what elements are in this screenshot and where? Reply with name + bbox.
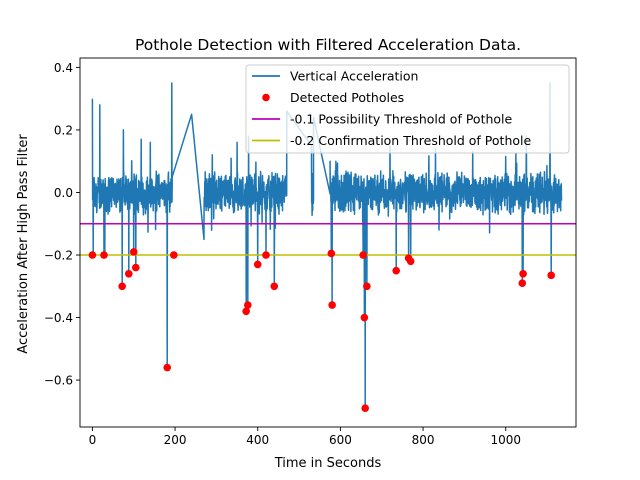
axes-frame [79,57,577,428]
pothole-marker [242,307,250,316]
pothole-marker [100,251,108,259]
pothole-marker [132,263,140,272]
y-tick-label: −0.2 [44,249,73,263]
y-tick-label: 0.2 [54,123,73,137]
pothole-marker [406,257,415,266]
chart-title: Pothole Detection with Filtered Accelera… [135,36,521,54]
legend-label: Vertical Acceleration [290,69,418,84]
x-tick-label: 200 [164,433,187,447]
x-tick-label: 800 [412,433,435,447]
pothole-marker [519,269,527,278]
pothole-marker [88,251,97,259]
pothole-marker [361,404,370,413]
pothole-marker [170,251,178,259]
pothole-marker [270,282,279,291]
legend-box [245,64,570,154]
pothole-marker [328,301,336,309]
pothole-marker [518,279,527,287]
x-tick-label: 400 [246,433,269,447]
x-tick-label: 600 [329,433,352,447]
pothole-marker [262,251,270,259]
pothole-marker [547,271,555,280]
y-tick-label: 0.4 [54,61,73,75]
legend-swatch-marker [262,93,270,102]
y-tick-label: −0.4 [44,311,73,325]
pothole-marker [244,301,252,309]
pothole-marker [163,363,172,372]
y-tick-label: 0.0 [54,186,73,200]
acceleration-series-line [91,82,563,409]
pothole-marker [327,249,336,258]
pothole-marker [392,266,401,275]
pothole-marker [363,282,371,291]
y-tick-label: −0.6 [44,374,73,388]
legend-label: -0.2 Confirmation Threshold of Pothole [290,133,531,148]
plot-area: 0 200 400 600 800 1000 0.4 0.2 0.0 −0.2 −0.4 −0.6 Ve… [44,57,577,447]
y-axis-label: Acceleration After High Pass Filter [16,134,31,354]
pothole-marker [360,313,369,322]
pothole-marker [359,251,367,259]
x-axis-label: Time in Seconds [274,456,382,471]
pothole-marker [124,269,133,278]
pothole-marker [118,282,126,291]
x-tick-label: 0 [89,433,97,447]
pothole-marker [253,260,262,269]
pothole-marker [129,248,138,256]
x-tick-label: 1000 [490,433,521,447]
legend-label: -0.1 Possibility Threshold of Pothole [290,112,513,127]
legend-label: Detected Potholes [290,90,404,105]
